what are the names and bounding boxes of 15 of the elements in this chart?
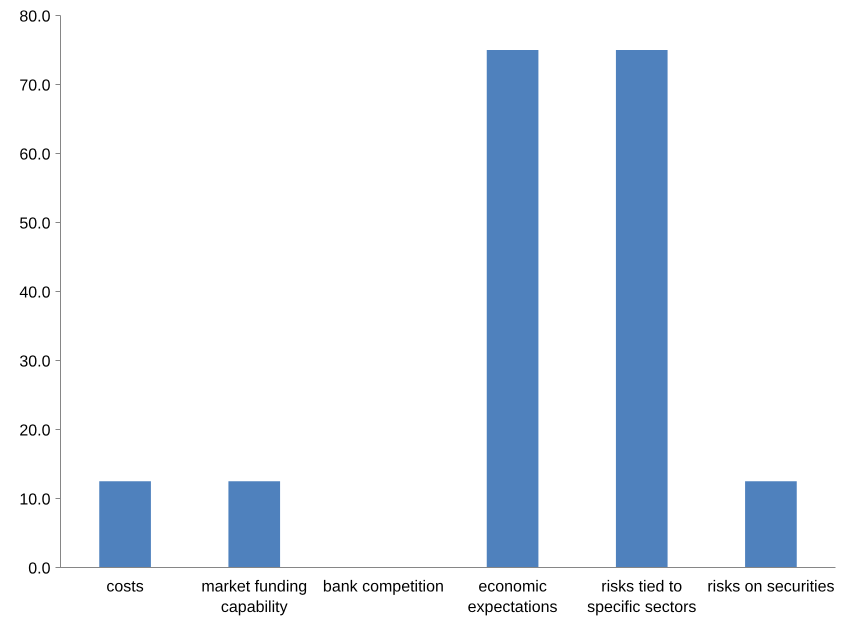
y-tick-label: 40.0 xyxy=(19,284,51,302)
x-tick-label: risks tied to specific sectors xyxy=(587,578,696,616)
y-tick-label: 10.0 xyxy=(19,492,51,508)
x-tick-label: market funding capability xyxy=(201,578,308,616)
y-tick-label: 0.0 xyxy=(28,560,51,578)
y-tick-label: 50.0 xyxy=(19,216,51,232)
y-tick-label: 20.0 xyxy=(19,422,51,440)
x-tick-label: bank competition xyxy=(322,578,444,596)
x-tick-label: economic expectations xyxy=(468,578,558,616)
y-tick-label: 30.0 xyxy=(19,354,51,370)
y-tick-label: 80.0 xyxy=(19,8,51,26)
x-tick-label: costs xyxy=(106,578,144,596)
x-tick-label: risks on securities xyxy=(707,578,834,596)
y-tick-label: 70.0 xyxy=(19,78,51,94)
y-tick-label: 60.0 xyxy=(19,146,51,164)
